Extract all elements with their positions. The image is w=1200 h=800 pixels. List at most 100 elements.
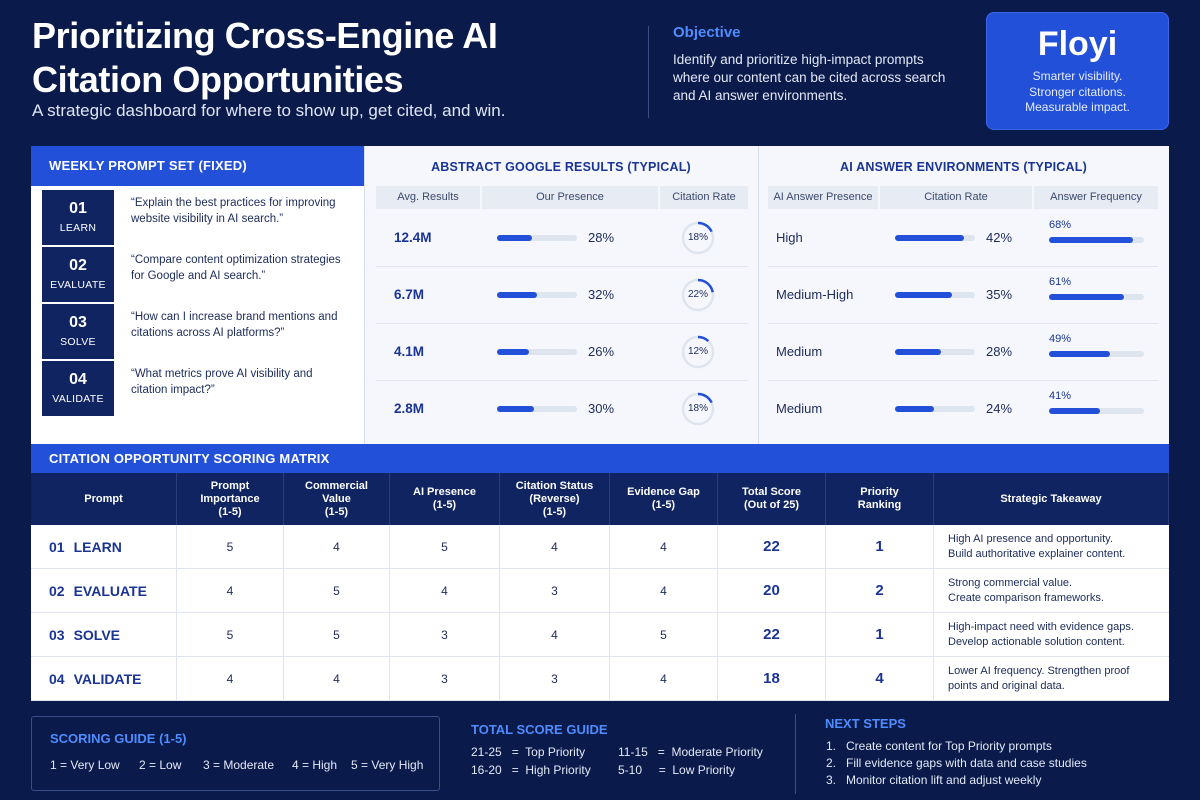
row-divider [376,380,748,381]
row-divider [768,380,1158,381]
bottom-divider [795,714,796,794]
brand-tagline: Smarter visibility. [1032,69,1123,83]
page-title: Prioritizing Cross-Engine AI Citation Op… [32,15,498,100]
brand-taglines: Smarter visibility. Stronger citations. … [986,69,1169,116]
matrix-title: CITATION OPPORTUNITY SCORING MATRIX [31,444,1169,473]
ai-presence-value: Medium [776,401,823,416]
matrix-prompt-name: EVALUATE [73,582,147,599]
matrix-citation-cell: 3 [500,569,610,612]
matrix-prompt-name: VALIDATE [73,670,142,687]
matrix-rank-cell: 1 [826,613,934,656]
matrix-column-header: Total Score (Out of 25) [718,473,826,525]
presence-percent: 32% [588,287,615,302]
matrix-rank-cell: 2 [826,569,934,612]
answer-frequency-bar-fill [1049,294,1125,300]
scoring-guide-title: SCORING GUIDE (1-5) [50,731,187,746]
presence-bar [497,235,577,241]
matrix-row: 01 LEARN 5 4 5 4 4 22 1 High AI presence and oppo… [31,525,1169,569]
scoring-guide-item: 3 = Moderate [203,758,275,772]
matrix-takeaway-cell: High AI presence and opportunity. Build … [948,533,1126,560]
matrix-gap-cell: 4 [610,525,718,568]
matrix-prompt-number: 03 [49,626,65,643]
scoring-guide-item: 1 = Very Low [50,758,120,772]
matrix-prompt-cell: 03 SOLVE [31,613,177,656]
total-score-guide-item: 16-20 = High Priority [471,763,591,777]
weekly-prompt-set-title: WEEKLY PROMPT SET (FIXED) [31,146,364,186]
matrix-prompt-cell: 01 LEARN [31,525,177,568]
matrix-total-cell: 18 [718,657,826,700]
weekly-prompt-row: 01 LEARN “Explain the best practices for i… [42,190,364,245]
matrix-takeaway-cell: High-impact need with evidence gaps. Dev… [948,621,1134,648]
matrix-column-header: AI Presence (1-5) [390,473,500,525]
answer-frequency-bar-fill [1049,237,1133,243]
matrix-prompt-name: LEARN [73,538,122,555]
citation-ring [681,278,715,312]
total-score-guide-item: 5-10 = Low Priority [618,763,736,777]
matrix-importance-cell: 5 [177,613,284,656]
ai-citation-bar-fill [895,349,941,355]
matrix-gap-cell: 5 [610,613,718,656]
brand-tagline: Measurable impact. [1025,100,1130,114]
presence-bar [497,406,577,412]
answer-frequency-bar [1049,237,1144,243]
matrix-total-cell: 20 [718,569,826,612]
answer-frequency-value: 49% [1049,333,1072,345]
matrix-column-header: Priority Ranking [826,473,934,525]
matrix-importance-cell: 5 [177,525,284,568]
matrix-commercial-cell: 4 [284,657,390,700]
matrix-row: 03 SOLVE 5 5 3 4 5 22 1 High-impact need with evi… [31,613,1169,657]
matrix-citation-cell: 3 [500,657,610,700]
next-step-item: 1. Create content for Top Priority promp… [826,739,1052,753]
weekly-prompt-row: 02 EVALUATE “Compare content optimization … [42,247,364,302]
brand-logo: Floyi [1037,25,1118,63]
panel-divider [364,146,365,444]
overview-panel: WEEKLY PROMPT SET (FIXED) 01 LEARN “Explai… [31,146,1169,444]
scoring-guide-item: 4 = High [292,758,338,772]
total-score-guide-item: 11-15 = Moderate Priority [618,745,763,759]
citation-rate-value: 12% [687,346,708,357]
matrix-total-cell: 22 [718,525,826,568]
matrix-importance-cell: 4 [177,569,284,612]
matrix-row: 04 VALIDATE 4 4 3 3 4 18 4 Lower AI frequency. St… [31,657,1169,701]
next-step-item: 2. Fill evidence gaps with data and case… [826,756,1087,770]
ai-col-header: Citation Rate [880,186,1032,209]
ai-presence-value: Medium-High [776,287,854,302]
scoring-matrix-table: Prompt Prompt Importance (1-5) Commercial … [31,473,1169,701]
avg-results-value: 4.1M [394,344,425,359]
brand-tagline: Stronger citations. [1029,84,1126,99]
matrix-prompt-cell: 04 VALIDATE [31,657,177,700]
matrix-total-cell: 22 [718,613,826,656]
answer-frequency-bar-fill [1049,351,1110,357]
ai-section-title: AI ANSWER ENVIRONMENTS (TYPICAL) [840,160,1087,174]
prompt-number: 04 [69,371,87,388]
citation-ring-fill [681,392,715,426]
ai-citation-bar-fill [895,292,953,298]
scoring-guide-item: 2 = Low [139,758,182,772]
citation-rate-value: 22% [687,289,708,300]
page-subtitle: A strategic dashboard for where to show … [32,101,506,120]
brand-card: Floyi Smarter visibility. Stronger citat… [986,12,1169,130]
matrix-prompt-number: 02 [49,582,65,599]
presence-percent: 28% [588,230,615,245]
citation-ring [681,335,715,369]
row-divider [768,323,1158,324]
avg-results-value: 6.7M [394,287,425,302]
prompt-text: “What metrics prove AI visibility and ci… [131,368,313,396]
ai-citation-bar [895,406,975,412]
prompt-number: 03 [69,314,87,331]
matrix-ai-cell: 3 [390,613,500,656]
citation-rate-value: 18% [687,232,708,243]
matrix-takeaway-cell: Strong commercial value. Create comparis… [948,577,1104,604]
ai-col-header: Answer Frequency [1034,186,1158,209]
matrix-rank-cell: 4 [826,657,934,700]
scoring-guide-item: 5 = Very High [351,758,424,772]
ai-citation-bar [895,292,975,298]
prompt-stage-label: LEARN [59,222,97,234]
presence-bar-fill [497,406,535,412]
avg-results-value: 2.8M [394,401,425,416]
google-col-header: Our Presence [482,186,658,209]
presence-bar [497,349,577,355]
matrix-prompt-cell: 02 EVALUATE [31,569,177,612]
matrix-commercial-cell: 5 [284,613,390,656]
presence-bar-fill [497,292,537,298]
